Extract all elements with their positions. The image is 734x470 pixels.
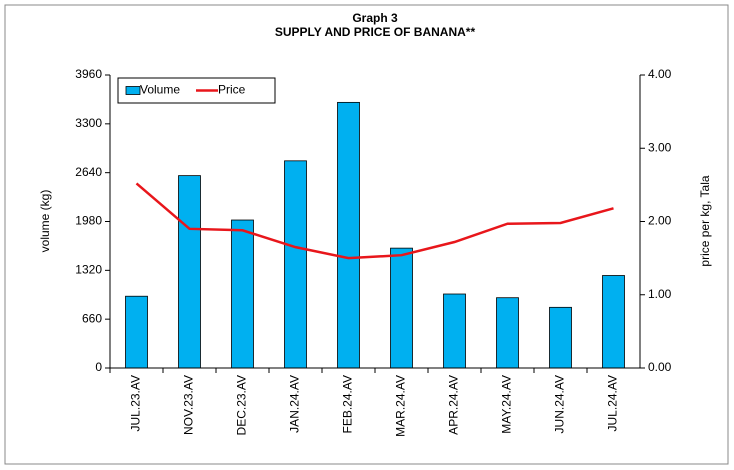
- bar: [390, 247, 413, 369]
- bar: [125, 295, 148, 369]
- bar: [231, 219, 254, 369]
- y2-tick-label: 4.00: [648, 67, 672, 81]
- bar: [602, 275, 625, 369]
- bar: [443, 293, 466, 369]
- y-tick-label: 1320: [75, 263, 102, 277]
- y-tick-label: 1980: [75, 214, 102, 228]
- x-tick-label: JUN.24.AV: [553, 375, 567, 433]
- legend-label: Volume: [140, 83, 180, 97]
- y-axis-label: volume (kg): [38, 190, 52, 253]
- y-tick-label: 3300: [75, 116, 102, 130]
- y-tick-label: 2640: [75, 165, 102, 179]
- bar: [284, 160, 307, 369]
- bar: [337, 101, 360, 369]
- x-tick-label: NOV.23.AV: [182, 375, 196, 435]
- y-tick-label: 3960: [75, 67, 102, 81]
- x-tick-label: JAN.24.AV: [288, 375, 302, 433]
- y2-tick-label: 0.00: [648, 360, 672, 374]
- bar: [178, 175, 201, 369]
- y2-axis-label: price per kg, Tala: [698, 175, 712, 266]
- x-tick-label: APR.24.AV: [447, 375, 461, 435]
- y2-tick-label: 2.00: [648, 214, 672, 228]
- legend-swatch: [125, 86, 141, 95]
- line: [135, 182, 614, 260]
- y2-tick-label: 3.00: [648, 140, 672, 154]
- y-tick-label: 0: [95, 360, 102, 374]
- y2-tick-label: 1.00: [648, 287, 672, 301]
- bar: [549, 306, 572, 369]
- x-tick-label: FEB.24.AV: [341, 375, 355, 433]
- x-tick-label: JUL.24.AV: [606, 375, 620, 431]
- x-tick-label: MAY.24.AV: [500, 375, 514, 434]
- chart-title: Graph 3: [352, 11, 398, 25]
- y-tick-label: 660: [82, 311, 102, 325]
- legend-label: Price: [218, 83, 246, 97]
- x-tick-label: DEC.23.AV: [235, 375, 249, 435]
- chart-subtitle: SUPPLY AND PRICE OF BANANA**: [275, 25, 476, 39]
- x-tick-label: JUL.23.AV: [129, 375, 143, 431]
- bar: [496, 297, 519, 369]
- x-tick-label: MAR.24.AV: [394, 375, 408, 437]
- legend-box: [117, 77, 276, 104]
